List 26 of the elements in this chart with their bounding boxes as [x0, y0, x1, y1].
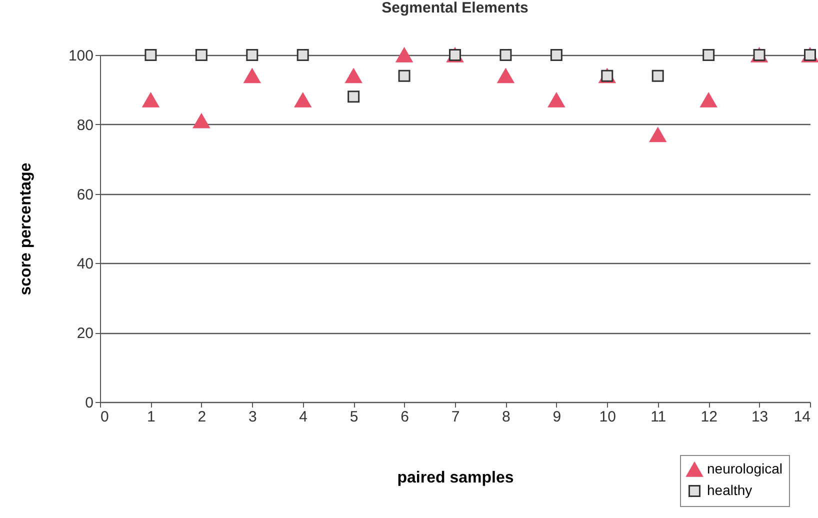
x-tick-label: 5 [350, 408, 358, 426]
x-tick-label: 8 [502, 408, 510, 426]
x-tick-label: 13 [751, 408, 768, 426]
y-tick-label: 0 [85, 394, 94, 412]
y-tick-label: 100 [68, 48, 94, 64]
y-tick-label: 40 [76, 256, 94, 273]
legend-label: neurological [707, 460, 782, 476]
x-tick-label: 0 [100, 408, 109, 426]
x-tick-label: 11 [650, 408, 666, 426]
y-tick-label: 60 [76, 186, 94, 204]
x-tick-label: 2 [198, 408, 206, 426]
x-tick-label: 7 [451, 408, 460, 426]
x-tick-label: 14 [794, 408, 810, 426]
x-axis-title: paired samples [397, 470, 514, 486]
x-tick-label: 6 [400, 408, 409, 426]
y-axis-title: score percentage [17, 162, 34, 296]
x-tick-label: 12 [700, 408, 718, 426]
y-tick-label: 20 [76, 325, 94, 342]
x-tick-label: 3 [248, 408, 257, 426]
legend-label: healthy [707, 482, 752, 498]
x-tick-label: 10 [599, 408, 616, 426]
chart-title: Segmental Elements [382, 0, 528, 16]
x-tick-label: 4 [299, 408, 308, 426]
y-tick-label: 80 [76, 116, 94, 134]
x-tick-label: 1 [147, 408, 156, 426]
x-tick-label: 9 [552, 408, 562, 426]
